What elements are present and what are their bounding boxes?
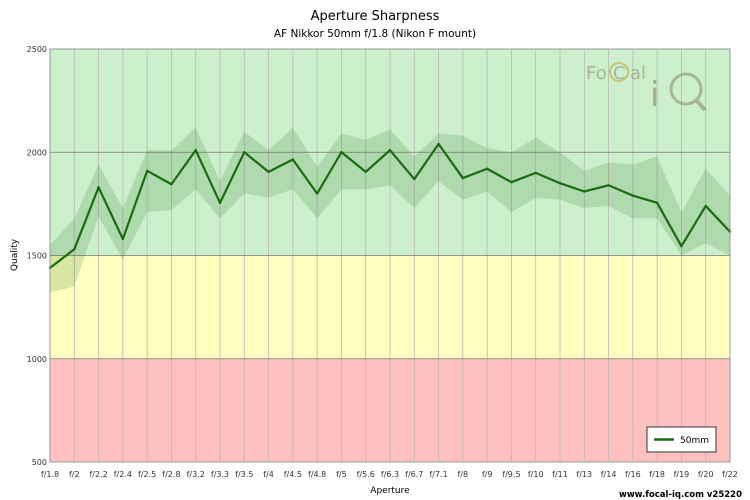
- svg-text:Fo: Fo: [586, 63, 607, 84]
- data-point: [315, 192, 319, 195]
- x-tick-label: f/22: [722, 470, 738, 479]
- data-point: [194, 148, 197, 152]
- x-tick-label: f/2.4: [114, 470, 132, 479]
- data-point: [267, 170, 270, 174]
- x-tick-label: f/19: [674, 470, 690, 479]
- data-point: [291, 158, 295, 161]
- data-point: [340, 151, 343, 154]
- x-tick-label: f/1.8: [41, 470, 59, 479]
- x-tick-label: f/16: [625, 470, 641, 479]
- data-point: [121, 237, 125, 241]
- y-tick-label: 2000: [27, 148, 47, 157]
- series-50mm-band: [50, 127, 730, 293]
- x-tick-label: f/5.6: [357, 470, 375, 479]
- x-tick-label: f/4.5: [284, 470, 302, 479]
- x-tick-label: f/7.1: [429, 470, 447, 479]
- data-point: [558, 182, 562, 185]
- x-tick-label: f/6.3: [381, 470, 399, 479]
- data-point: [97, 186, 100, 189]
- x-tick-label: f/20: [698, 470, 714, 479]
- y-tick-label: 2500: [27, 45, 47, 54]
- data-point: [364, 170, 367, 174]
- chart-subtitle: AF Nikkor 50mm f/1.8 (Nikon F mount): [274, 28, 476, 40]
- x-tick-label: f/13: [576, 470, 592, 479]
- chart-title: Aperture Sharpness: [311, 9, 440, 24]
- y-tick-label: 1000: [27, 355, 47, 364]
- data-point: [170, 183, 173, 186]
- legend-label-50mm: 50mm: [680, 436, 709, 446]
- x-tick-label: f/9: [482, 470, 493, 479]
- data-point: [655, 201, 659, 205]
- data-point: [461, 176, 465, 180]
- data-point: [218, 201, 222, 205]
- data-point: [704, 204, 707, 208]
- y-axis-label: Quality: [10, 238, 20, 271]
- plot-border: [49, 48, 731, 463]
- data-point: [388, 148, 392, 152]
- x-tick-label: f/4: [263, 470, 274, 479]
- y-tick-label: 1500: [27, 252, 47, 261]
- x-axis-label: Aperture: [370, 486, 410, 496]
- x-tick-label: f/3.3: [211, 470, 229, 479]
- focal-logo: Fo C al i: [586, 62, 707, 115]
- data-point: [413, 177, 416, 181]
- x-tick-label: f/2.8: [162, 470, 180, 479]
- x-tick-label: f/2.5: [138, 470, 156, 479]
- data-point: [680, 245, 683, 248]
- x-tick-label: f/4.8: [308, 470, 326, 479]
- data-point: [485, 167, 489, 170]
- x-tick-label: f/18: [649, 470, 665, 479]
- svg-text:al: al: [630, 63, 646, 84]
- x-tick-label: f/10: [528, 470, 544, 479]
- data-point: [510, 180, 513, 184]
- y-tick-label: 500: [32, 458, 47, 467]
- x-tick-label: f/6.7: [405, 470, 423, 479]
- x-tick-label: f/2: [69, 470, 80, 479]
- data-point: [631, 194, 635, 197]
- svg-text:C: C: [613, 63, 626, 84]
- data-point: [607, 184, 610, 187]
- x-tick-label: f/9.5: [502, 470, 520, 479]
- x-tick-label: f/2.2: [89, 470, 107, 479]
- data-point: [73, 248, 76, 251]
- x-tick-label: f/5: [336, 470, 347, 479]
- data-point: [145, 169, 149, 173]
- x-tick-label: f/11: [552, 470, 568, 479]
- data-point: [243, 151, 246, 154]
- series-band: [50, 127, 730, 293]
- x-tick-label: f/14: [601, 470, 617, 479]
- data-point: [437, 142, 440, 146]
- x-tick-label: f/3.5: [235, 470, 253, 479]
- footer-credit: www.focal-iq.com v25220: [619, 490, 742, 500]
- data-point: [534, 171, 537, 175]
- data-point: [583, 190, 586, 193]
- series-50mm: [48, 142, 732, 270]
- svg-text:i: i: [650, 75, 659, 115]
- y-axis-ticks: 500 1000 1500 2000 2500: [27, 45, 47, 467]
- legend: 50mm: [646, 426, 717, 453]
- x-axis-ticks: f/1.8 f/2 f/2.2 f/2.4 f/2.5 f/2.8 f/3.2 f/3.3 f/…: [41, 470, 738, 479]
- x-tick-label: f/3.2: [187, 470, 205, 479]
- x-tick-label: f/8: [458, 470, 469, 479]
